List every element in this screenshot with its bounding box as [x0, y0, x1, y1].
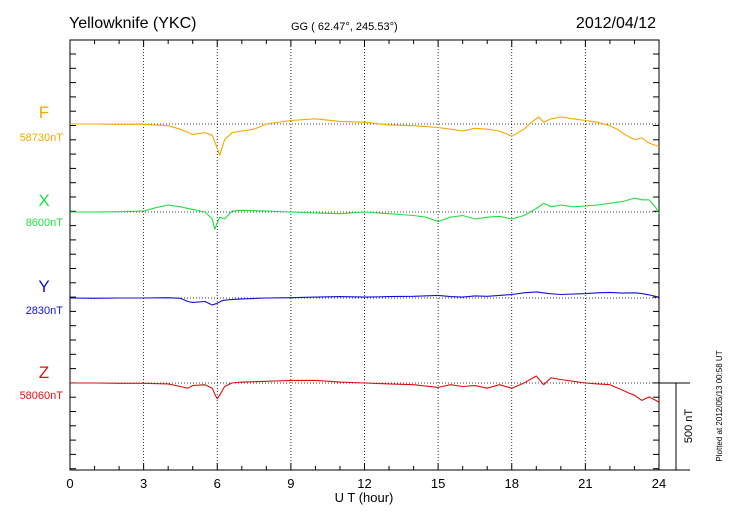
x-tick-label: 24 [652, 476, 666, 491]
series-line-x [70, 197, 660, 230]
scale-bar-label: 500 nT [683, 409, 695, 444]
plotted-at-note: Plotted at 2012/05/13 00:58 UT [715, 350, 724, 461]
grid [70, 40, 659, 470]
series-name-z: Z [39, 363, 49, 382]
x-tick-label: 0 [66, 476, 73, 491]
series-baseline-f: 58730nT [20, 132, 64, 144]
x-tick-label: 15 [431, 476, 445, 491]
series-line-z [70, 375, 660, 403]
series-group [69, 116, 660, 403]
series-name-y: Y [38, 277, 49, 296]
date-label: 2012/04/12 [576, 15, 656, 32]
series-baseline-x: 8600nT [26, 217, 64, 229]
x-tick-label: 6 [214, 476, 221, 491]
plot-frame [69, 39, 660, 471]
x-tick-labels: 0 3 6 9 12 15 18 21 24 [66, 476, 666, 491]
station-title: Yellowknife (YKC) [69, 15, 196, 32]
series-baseline-z: 58060nT [20, 390, 64, 402]
axis-ticks [69, 40, 660, 470]
series-name-x: X [38, 191, 49, 210]
x-axis-label: U T (hour) [335, 490, 394, 505]
scale-bar: 500 nT [659, 382, 695, 471]
series-baseline-y: 2830nT [26, 305, 64, 317]
series-line-y [69, 291, 660, 306]
x-tick-label: 3 [140, 476, 147, 491]
x-tick-label: 12 [357, 476, 371, 491]
x-tick-label: 18 [505, 476, 519, 491]
coordinates-label: GG ( 62.47°, 245.53°) [291, 21, 398, 33]
x-tick-label: 21 [578, 476, 592, 491]
series-name-f: F [39, 103, 49, 122]
series-line-f [70, 116, 660, 156]
series-labels: F 58730nT X 8600nT Y 2830nT Z 58060nT [20, 103, 64, 402]
x-tick-label: 9 [287, 476, 294, 491]
